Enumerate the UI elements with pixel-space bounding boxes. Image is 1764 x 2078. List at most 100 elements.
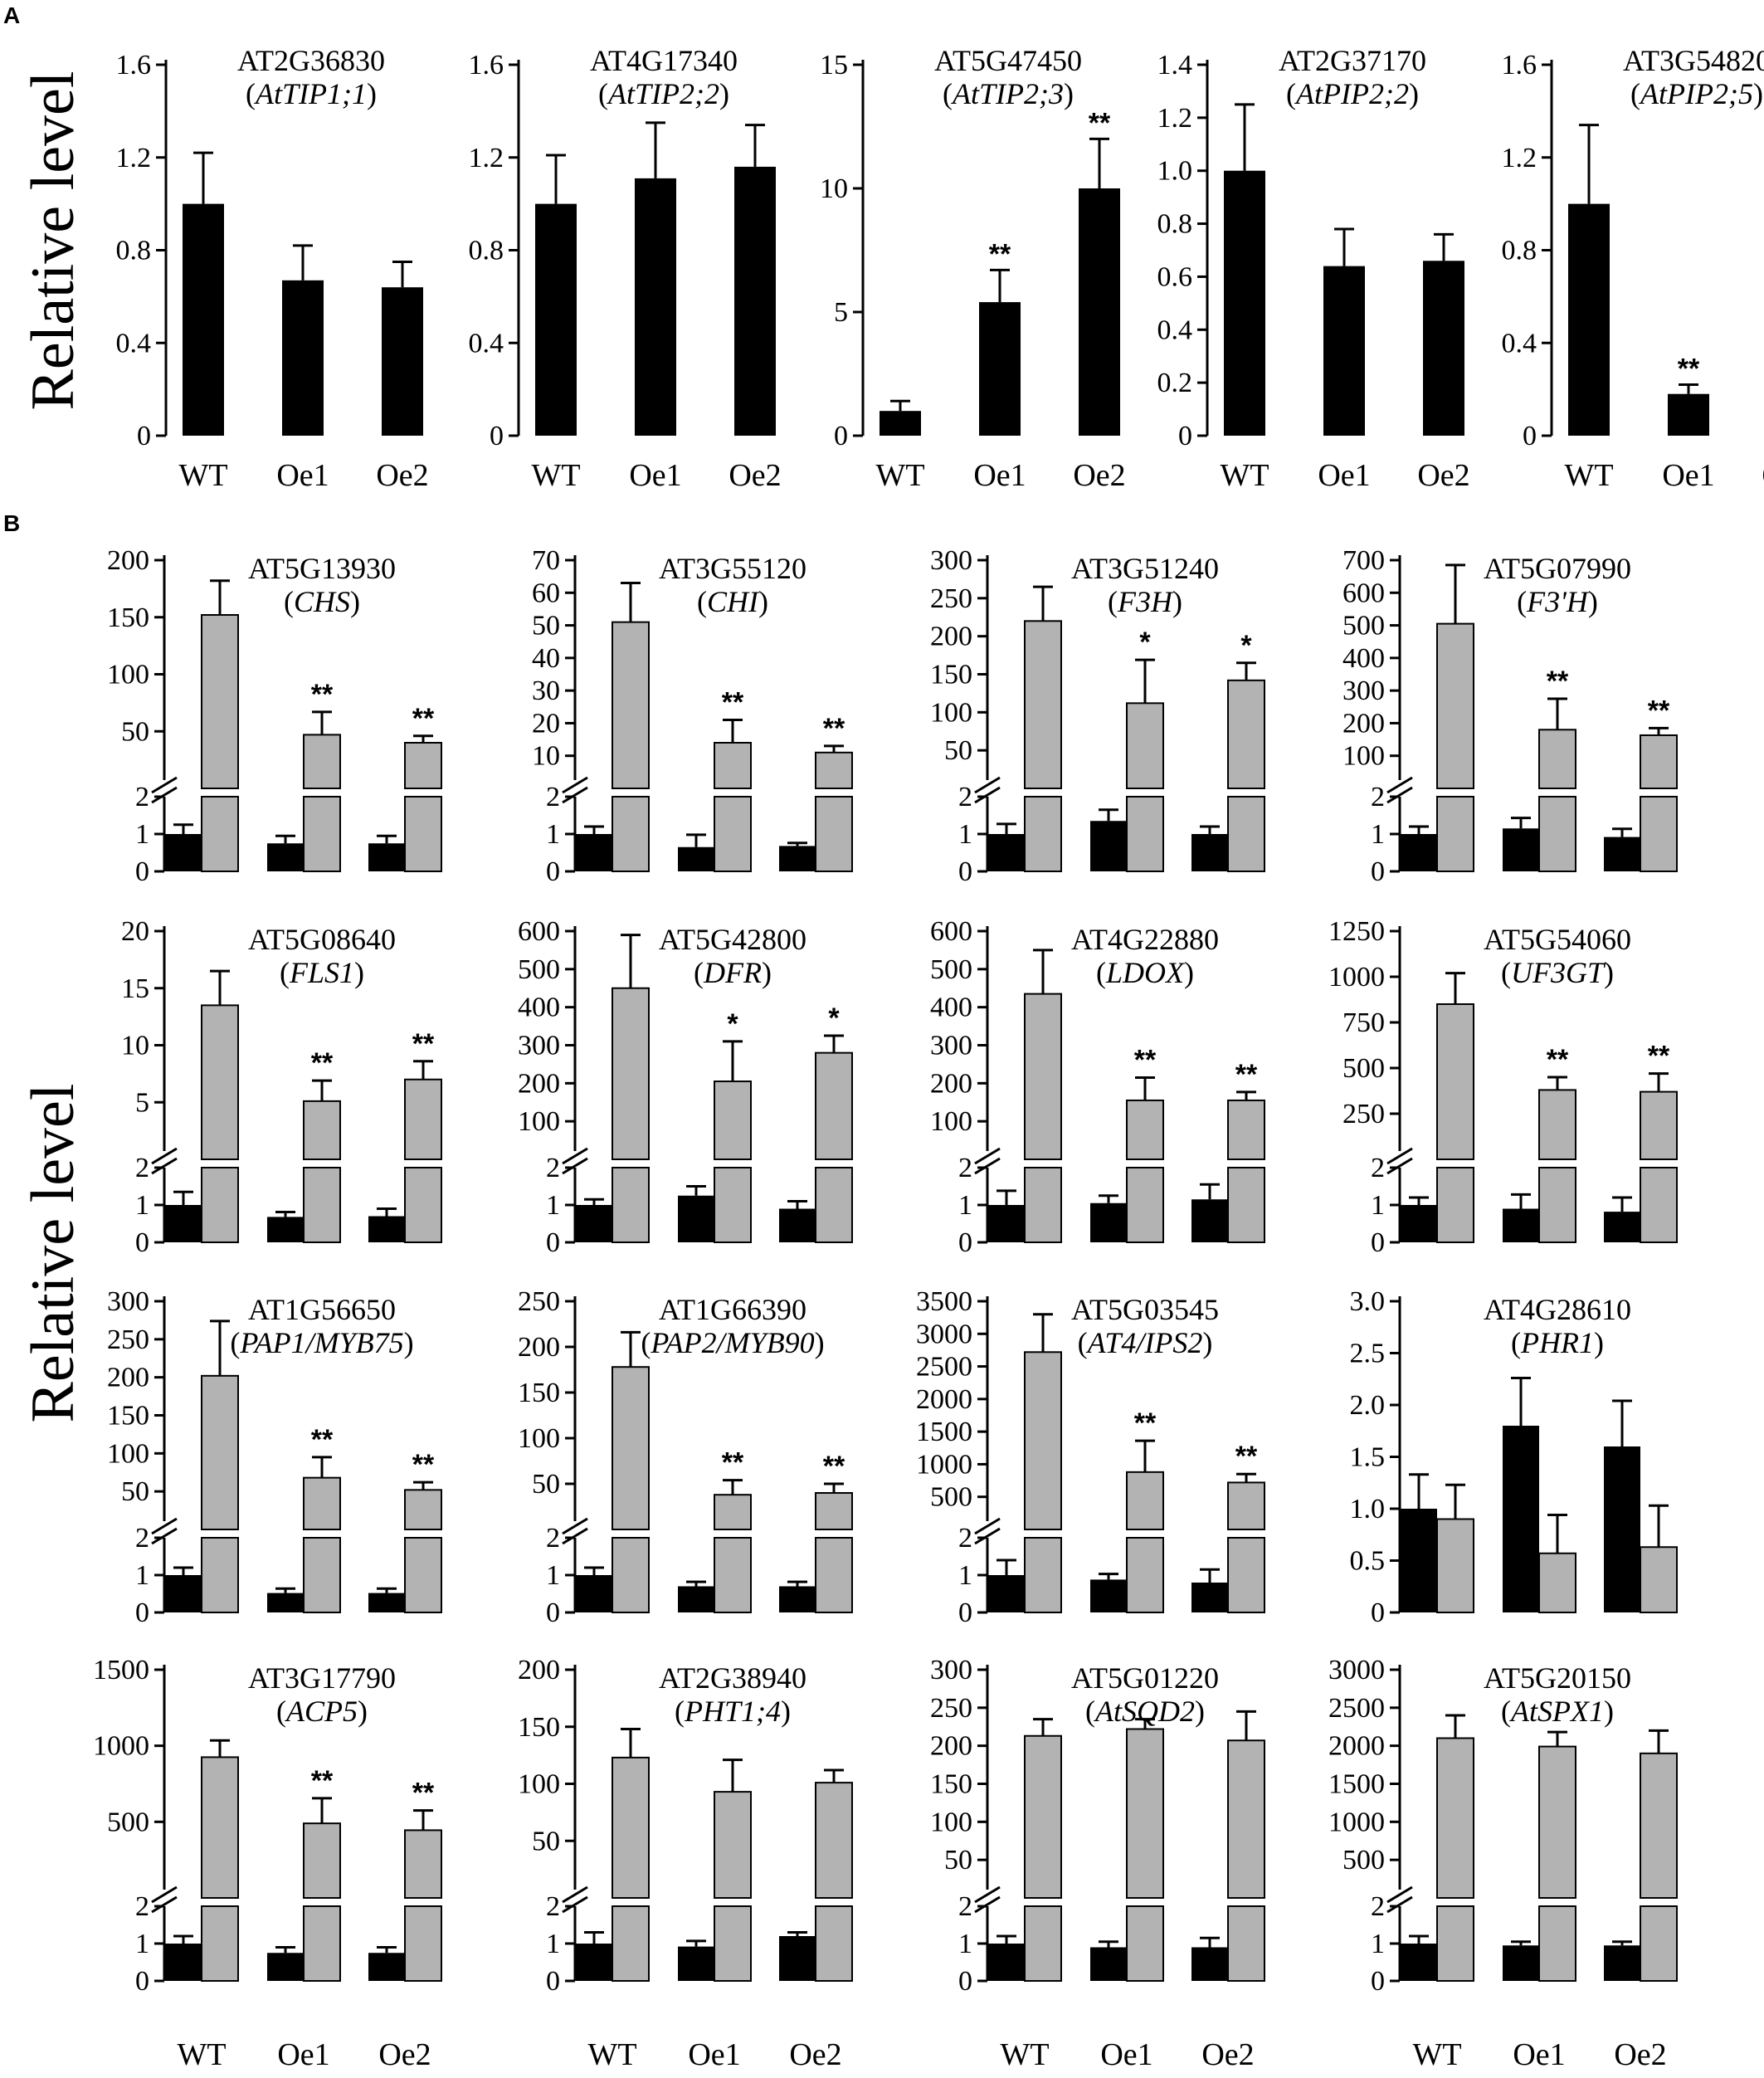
y-tick-label: 0.4: [469, 328, 504, 359]
significance-marker: **: [311, 679, 334, 710]
significance-marker: *: [1240, 630, 1252, 661]
bar-Oe2: [382, 287, 423, 436]
chart-B12: AT4G28610(PHR1) 0 0.5 1.0 1.5 2.0 2.5 3.0: [1350, 1286, 1678, 1628]
significance-marker: **: [1648, 1041, 1670, 1072]
y-tick-label: 60: [532, 578, 560, 608]
y-tick-label: 1.2: [469, 143, 504, 173]
black-bar-Oe2: [1604, 837, 1640, 871]
y-tick-label: 100: [518, 1423, 560, 1454]
y-tick-label: 2: [135, 1153, 149, 1183]
black-bar-Oe1: [267, 1217, 304, 1242]
x-category-label: Oe1: [276, 458, 329, 493]
y-tick-label: 1000: [1328, 962, 1385, 993]
gray-bar-lower-WT: [201, 1905, 239, 1982]
x-category-label: Oe1: [1100, 2037, 1152, 2072]
axis-break-mark: [562, 1527, 588, 1545]
x-category-label: Oe2: [1762, 458, 1764, 493]
y-tick-label: 200: [518, 1332, 560, 1363]
y-tick-label: 0.8: [1157, 209, 1193, 240]
gray-bar-lower-Oe2: [1640, 1905, 1678, 1982]
gray-bar-lower-Oe2: [815, 1537, 853, 1613]
y-tick-label: 150: [930, 1769, 972, 1800]
y-axis-label-b: Relative level: [19, 1084, 87, 1423]
y-tick-label: 500: [930, 1482, 972, 1513]
y-tick-label: 10: [532, 741, 560, 772]
y-tick-label: 2: [1371, 1891, 1385, 1922]
y-tick-label: 10: [121, 1031, 149, 1061]
gray-bar-upper-Oe1: [1538, 729, 1576, 789]
y-tick-label: 0: [958, 856, 972, 887]
chart-B14: AT2G38940(PHT1;4) 0 1 2 50 100 150 200 WT Oe1 Oe2: [518, 1655, 853, 2072]
chart-A5: 00.40.81.21.6AT3G54820(AtPIP2;5)WT**Oe1*…: [1502, 44, 1764, 493]
gray-bar-lower-WT: [1024, 1905, 1062, 1982]
black-bar-WT: [1401, 834, 1437, 871]
y-tick-label: 0: [546, 1227, 560, 1258]
gene-label: (UF3GT): [1501, 956, 1614, 989]
chart-title: AT3G51240: [1071, 552, 1219, 585]
y-tick-label: 200: [107, 545, 149, 576]
y-tick-label: 1500: [916, 1417, 972, 1447]
gray-bar-upper-Oe1: [714, 1791, 752, 1899]
y-tick-label: 1: [958, 819, 972, 850]
gray-bar-Oe1: [1538, 1552, 1576, 1613]
y-tick-label: 50: [532, 1469, 560, 1500]
gray-bar-upper-Oe2: [404, 1489, 442, 1531]
axis-break-mark: [1386, 1147, 1413, 1165]
y-tick-label: 750: [1342, 1007, 1385, 1038]
y-tick-label: 2: [1371, 782, 1385, 812]
chart-title: AT2G38940: [659, 1661, 806, 1695]
gray-bar-upper-WT: [612, 1366, 650, 1530]
bar-WT: [1568, 203, 1610, 436]
y-tick-label: 150: [107, 1401, 149, 1432]
black-bar-Oe2: [1604, 1446, 1640, 1612]
y-tick-label: 200: [930, 1731, 972, 1762]
chart-title: AT1G56650: [248, 1293, 396, 1326]
black-bar-Oe2: [779, 846, 816, 871]
y-tick-label: 300: [930, 1655, 972, 1685]
y-tick-label: 0.4: [116, 328, 152, 359]
x-category-label: Oe2: [378, 2037, 431, 2072]
y-tick-label: 0: [958, 1966, 972, 1997]
chart-title: AT5G01220: [1071, 1661, 1219, 1695]
y-tick-label: 100: [107, 660, 149, 690]
y-tick-label: 1: [546, 819, 560, 850]
black-bar-Oe2: [368, 1953, 405, 1981]
gray-bar-lower-Oe1: [303, 796, 341, 872]
y-tick-label: 300: [518, 1031, 560, 1061]
y-tick-label: 0.8: [469, 236, 504, 266]
gray-bar-lower-WT: [201, 1537, 239, 1613]
y-tick-label: 250: [518, 1286, 560, 1317]
significance-marker: **: [1134, 1407, 1157, 1439]
gene-label: (ACP5): [276, 1695, 368, 1728]
axis-break-mark: [1386, 1885, 1413, 1904]
x-category-label: Oe2: [1614, 2037, 1666, 2072]
significance-marker: **: [412, 1778, 435, 1809]
significance-marker: **: [1678, 354, 1700, 385]
y-tick-label: 200: [518, 1068, 560, 1099]
gray-bar-lower-WT: [1024, 1167, 1062, 1243]
gray-bar-lower-Oe2: [1227, 1537, 1265, 1613]
y-tick-label: 1: [135, 1190, 149, 1221]
gray-bar-upper-WT: [1436, 1737, 1474, 1899]
y-tick-label: 1: [958, 1929, 972, 1959]
y-tick-label: 300: [930, 545, 972, 576]
y-tick-label: 0.6: [1157, 261, 1193, 292]
bar-WT: [880, 411, 921, 436]
y-tick-label: 500: [1342, 1053, 1385, 1084]
y-tick-label: 3000: [916, 1319, 972, 1349]
y-tick-label: 0: [1371, 856, 1385, 887]
black-bar-WT: [988, 1205, 1025, 1242]
gray-bar-lower-Oe1: [714, 796, 752, 872]
black-bar-Oe1: [1503, 1208, 1539, 1242]
gray-bar-lower-Oe1: [714, 1537, 752, 1613]
axis-break-mark: [1386, 776, 1413, 794]
bar-WT: [183, 203, 224, 436]
gray-bar-upper-Oe2: [1640, 1752, 1678, 1899]
gene-label: (AtSPX1): [1501, 1695, 1614, 1728]
gene-label: (PHR1): [1511, 1326, 1604, 1359]
y-tick-label: 2: [135, 1523, 149, 1554]
axis-break-mark: [974, 1157, 1001, 1175]
gene-label: (F3H): [1108, 585, 1182, 618]
